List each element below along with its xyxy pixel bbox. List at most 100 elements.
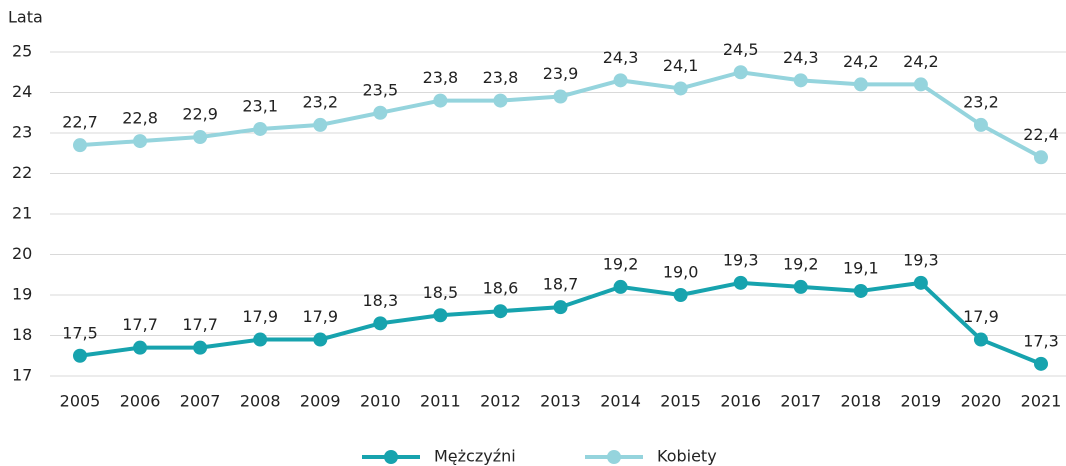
value-label: 24,2 — [843, 52, 879, 71]
x-tick-label: 2012 — [480, 392, 521, 411]
value-label: 24,3 — [603, 48, 639, 67]
point — [793, 73, 808, 88]
value-label: 24,5 — [723, 40, 759, 59]
legend-marker — [607, 450, 621, 464]
point — [913, 77, 928, 92]
value-label: 23,8 — [483, 68, 519, 87]
y-tick-label: 24 — [12, 82, 32, 101]
point — [973, 332, 988, 347]
value-label: 23,2 — [963, 92, 999, 111]
value-label: 17,7 — [122, 315, 158, 334]
point — [733, 275, 748, 290]
x-tick-label: 2018 — [840, 392, 881, 411]
y-tick-label: 18 — [12, 325, 32, 344]
legend-marker — [384, 450, 398, 464]
point — [673, 81, 688, 96]
x-tick-label: 2013 — [540, 392, 581, 411]
value-label: 22,7 — [62, 113, 98, 132]
point — [553, 89, 568, 104]
x-tick-label: 2016 — [720, 392, 761, 411]
x-tick-label: 2009 — [300, 392, 341, 411]
value-label: 19,1 — [843, 258, 879, 277]
point — [493, 93, 508, 108]
value-label: 18,6 — [483, 279, 519, 298]
x-tick-label: 2021 — [1021, 392, 1062, 411]
point — [313, 332, 328, 347]
y-tick-label: 17 — [12, 366, 32, 385]
point — [253, 121, 268, 136]
point — [133, 134, 148, 149]
point — [73, 138, 87, 153]
value-label: 17,3 — [1023, 331, 1059, 350]
point — [373, 316, 388, 331]
value-label: 19,3 — [723, 250, 759, 269]
x-tick-label: 2015 — [660, 392, 701, 411]
x-tick-label: 2019 — [901, 392, 942, 411]
x-tick-label: 2014 — [600, 392, 641, 411]
point — [373, 105, 388, 120]
y-axis-label: Lata — [8, 8, 43, 27]
value-label: 22,4 — [1023, 125, 1059, 144]
point — [973, 117, 988, 132]
value-label: 17,7 — [182, 315, 218, 334]
value-label: 23,1 — [242, 96, 278, 115]
value-label: 18,7 — [543, 275, 579, 294]
point — [1034, 150, 1048, 165]
value-label: 22,8 — [122, 109, 158, 128]
value-label: 23,2 — [302, 92, 338, 111]
y-tick-label: 23 — [12, 123, 32, 142]
legend-label: Kobiety — [657, 447, 717, 466]
x-tick-label: 2005 — [60, 392, 101, 411]
value-label: 23,8 — [423, 68, 459, 87]
y-tick-label: 20 — [12, 244, 32, 263]
x-tick-label: 2011 — [420, 392, 461, 411]
value-label: 23,5 — [363, 80, 399, 99]
y-tick-label: 22 — [12, 163, 32, 182]
point — [133, 340, 148, 355]
value-label: 22,9 — [182, 105, 218, 124]
y-tick-label: 25 — [12, 42, 32, 61]
x-tick-label: 2008 — [240, 392, 281, 411]
x-tick-label: 2020 — [961, 392, 1002, 411]
point — [613, 73, 628, 88]
value-label: 17,9 — [963, 307, 999, 326]
x-tick-label: 2007 — [180, 392, 221, 411]
value-label: 19,0 — [663, 263, 699, 282]
point — [73, 348, 87, 363]
value-label: 19,2 — [603, 254, 639, 273]
value-label: 24,1 — [663, 56, 699, 75]
value-label: 24,2 — [903, 52, 939, 71]
value-label: 18,3 — [363, 291, 399, 310]
value-label: 17,9 — [302, 307, 338, 326]
legend-label: Mężczyźni — [434, 447, 516, 466]
point — [253, 332, 268, 347]
point — [193, 340, 208, 355]
y-tick-label: 19 — [12, 285, 32, 304]
point — [613, 279, 628, 294]
point — [553, 300, 568, 315]
x-tick-label: 2010 — [360, 392, 401, 411]
point — [673, 288, 688, 302]
point — [853, 283, 868, 298]
point — [793, 279, 808, 294]
y-tick-label: 21 — [12, 204, 32, 223]
point — [913, 275, 928, 290]
x-tick-label: 2017 — [780, 392, 821, 411]
point — [1034, 356, 1048, 371]
value-label: 19,2 — [783, 254, 819, 273]
point — [493, 304, 508, 319]
value-label: 18,5 — [423, 283, 459, 302]
point — [433, 308, 448, 323]
value-label: 17,5 — [62, 323, 98, 342]
x-tick-label: 2006 — [120, 392, 161, 411]
point — [313, 117, 328, 132]
value-label: 17,9 — [242, 307, 278, 326]
value-label: 23,9 — [543, 64, 579, 83]
series-line — [79, 70, 1042, 160]
value-label: 19,3 — [903, 250, 939, 269]
point — [193, 130, 208, 145]
point — [853, 77, 868, 92]
value-label: 24,3 — [783, 48, 819, 67]
point — [433, 93, 448, 108]
